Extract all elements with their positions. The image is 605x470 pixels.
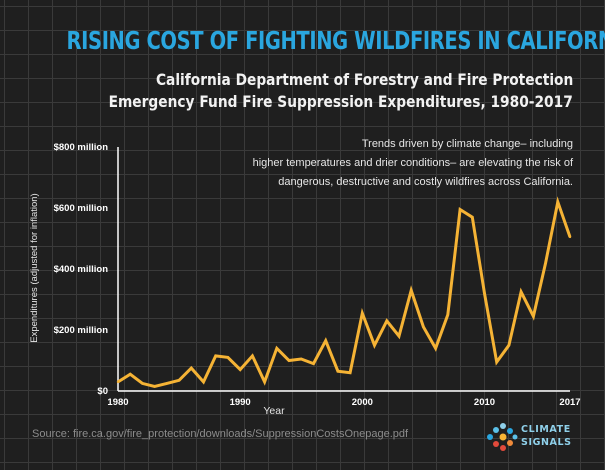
chart-tick-labels: $0 $200 million $400 million $600 million $8… (54, 142, 581, 408)
y-tick-label: $600 million (54, 203, 109, 214)
data-point (324, 339, 327, 342)
data-point (141, 382, 144, 385)
chart-subtitle-line-1: California Department of Forestry and Fi… (155, 70, 573, 89)
data-point (312, 362, 315, 365)
data-point (129, 373, 132, 376)
data-point (214, 354, 217, 358)
data-point (361, 312, 364, 315)
data-point (275, 347, 279, 350)
data-point (177, 379, 181, 382)
data-point (458, 208, 462, 211)
y-axis-label: Expenditures (adjusted for inflation) (29, 193, 40, 342)
climate-signals-logo: CLIMATE SIGNALS (484, 420, 580, 456)
climate-signals-dots-icon (487, 423, 518, 451)
data-point (544, 261, 547, 265)
data-point (397, 334, 401, 338)
x-tick-label: 1990 (230, 397, 251, 408)
data-point (495, 360, 498, 364)
data-point (422, 325, 425, 329)
chart-series (116, 196, 572, 388)
data-point (287, 359, 291, 362)
data-point (532, 315, 535, 318)
data-point (434, 347, 437, 350)
data-point (483, 292, 486, 295)
data-point (202, 380, 205, 384)
y-tick-label: $0 (97, 386, 108, 397)
data-point (336, 369, 340, 373)
chart-subtitle-line-2: Emergency Fund Fire Suppression Expendit… (108, 92, 573, 111)
logo-line-1: CLIMATE (521, 424, 571, 435)
data-point (373, 344, 376, 347)
data-point (556, 200, 559, 204)
data-point (446, 313, 450, 316)
data-point (226, 356, 230, 359)
data-point (385, 319, 388, 323)
data-point (300, 357, 303, 361)
logo-wordmark: CLIMATE SIGNALS (521, 423, 572, 449)
annotation-line-3: dangerous, destructive and costly wildfi… (278, 176, 573, 188)
source-citation: Source: fire.ca.gov/fire_protection/down… (32, 428, 409, 440)
data-point (190, 366, 193, 370)
data-point (165, 382, 169, 385)
chart-title: RISING COST OF FIGHTING WILDFIRES IN CAL… (66, 26, 605, 55)
data-point (507, 344, 511, 347)
x-tick-label: 2000 (352, 397, 373, 408)
y-tick-label: $800 million (54, 142, 109, 153)
data-point (409, 289, 413, 292)
data-point (251, 354, 254, 358)
y-tick-label: $400 million (54, 264, 109, 275)
x-tick-label: 1980 (107, 397, 128, 408)
data-point (263, 380, 266, 384)
data-point (116, 380, 120, 384)
y-tick-label: $200 million (54, 325, 109, 336)
data-point (568, 235, 572, 239)
annotation-line-1: Trends driven by climate change– includi… (361, 138, 573, 150)
annotation-line-2: higher temperatures and drier conditions… (252, 157, 573, 169)
logo-line-2: SIGNALS (521, 437, 572, 448)
x-axis-label: Year (263, 405, 285, 417)
data-point (348, 371, 352, 374)
chart-axes (117, 147, 570, 392)
data-point (153, 385, 156, 388)
data-point (519, 290, 523, 294)
series-line-expenditures (117, 196, 572, 388)
data-point (238, 368, 242, 371)
x-tick-label: 2010 (474, 397, 495, 408)
data-point (471, 215, 474, 219)
x-tick-label: 2017 (559, 397, 580, 408)
